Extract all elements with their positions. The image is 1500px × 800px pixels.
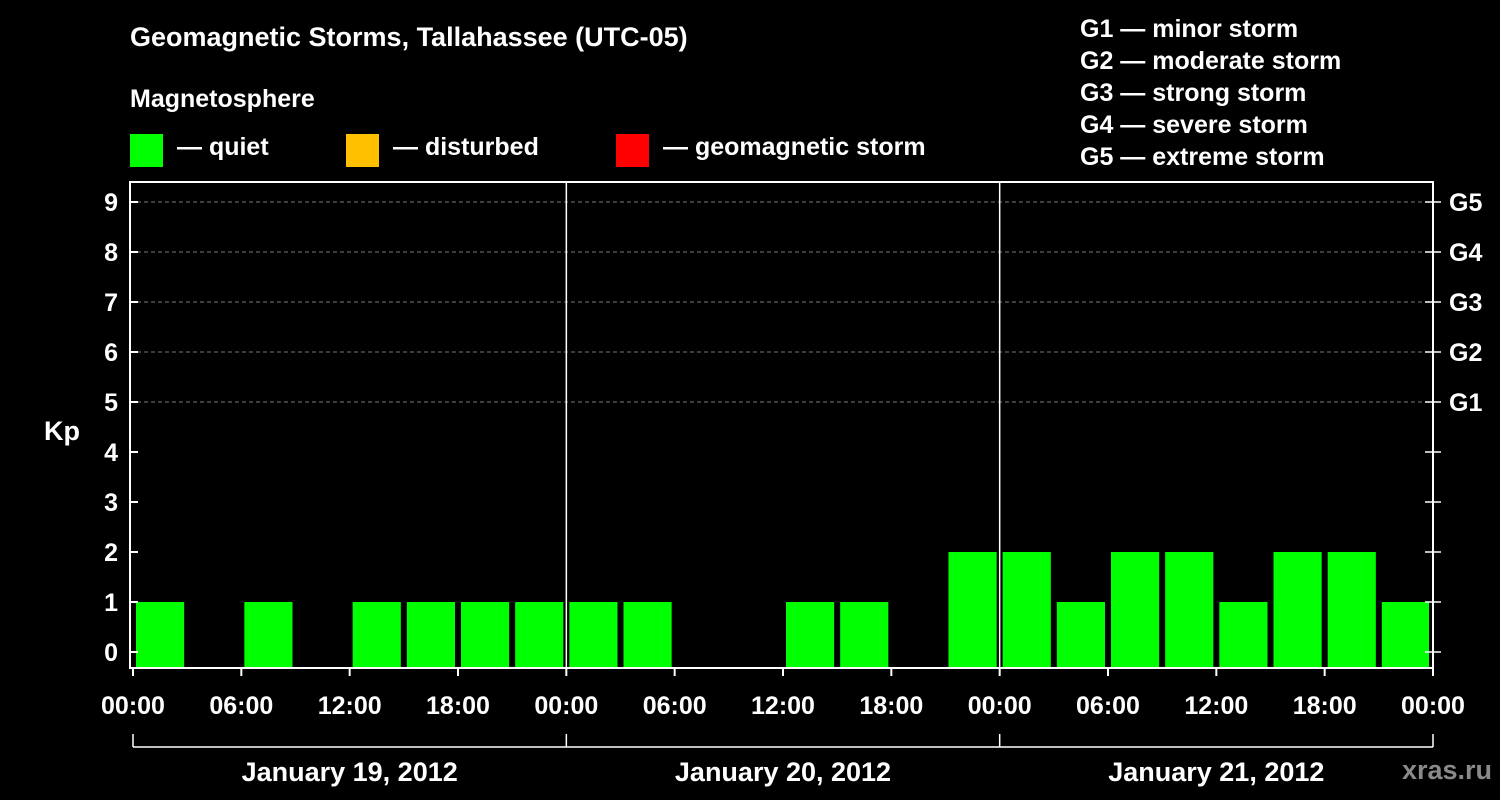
storm-level-label: G1 — [1449, 389, 1482, 417]
day-label: January 21, 2012 — [1108, 757, 1324, 787]
x-tick-label: 00:00 — [101, 692, 165, 720]
kp-bar — [569, 602, 618, 668]
x-tick-label: 12:00 — [318, 692, 382, 720]
x-tick-label: 06:00 — [643, 692, 707, 720]
legend-item-disturbed: — disturbed — [346, 133, 539, 167]
kp-bar — [1219, 602, 1268, 668]
legend-swatch-storm — [616, 133, 649, 167]
y-axis-label: Kp — [44, 416, 80, 446]
y-tick-label: 0 — [104, 639, 118, 667]
x-tick-label: 18:00 — [859, 692, 923, 720]
kp-bar — [1165, 552, 1214, 668]
kp-bar — [136, 602, 185, 668]
kp-bar — [461, 602, 510, 668]
storm-scale-g1: G1 — minor storm — [1080, 15, 1299, 43]
legend-item-quiet: — quiet — [130, 133, 269, 167]
storm-level-label: G3 — [1449, 289, 1482, 317]
kp-bar — [623, 602, 672, 668]
y-tick-label: 7 — [104, 289, 118, 317]
site-watermark: xras.ru — [1401, 755, 1492, 785]
x-tick-label: 12:00 — [1184, 692, 1248, 720]
y-tick-label: 2 — [104, 539, 118, 567]
kp-bar — [786, 602, 835, 668]
kp-bar — [1381, 602, 1429, 668]
kp-bar — [1111, 552, 1160, 668]
legend-item-storm: — geomagnetic storm — [616, 133, 926, 167]
kp-bar — [1056, 602, 1105, 668]
y-tick-label: 4 — [104, 439, 118, 467]
x-tick-label: 12:00 — [751, 692, 815, 720]
y-tick-label: 1 — [104, 589, 118, 617]
storm-level-label: G4 — [1449, 239, 1482, 267]
day-label: January 19, 2012 — [242, 757, 458, 787]
y-tick-label: 5 — [104, 389, 118, 417]
legend-label-disturbed: — disturbed — [393, 132, 539, 161]
x-tick-label: 06:00 — [1076, 692, 1140, 720]
storm-level-label: G5 — [1449, 189, 1482, 217]
kp-bar — [948, 552, 997, 668]
x-tick-label: 00:00 — [534, 692, 598, 720]
y-tick-label: 6 — [104, 339, 118, 367]
x-tick-label: 00:00 — [1401, 692, 1465, 720]
kp-bar — [1273, 552, 1322, 668]
legend-label-storm: — geomagnetic storm — [663, 132, 926, 161]
kp-bar — [352, 602, 401, 668]
kp-bar — [244, 602, 293, 668]
storm-scale-g3: G3 — strong storm — [1080, 79, 1307, 107]
day-label: January 20, 2012 — [675, 757, 891, 787]
kp-bar — [840, 602, 889, 668]
storm-level-label: G2 — [1449, 339, 1482, 367]
x-tick-label: 18:00 — [426, 692, 490, 720]
legend-title: Magnetosphere — [130, 85, 315, 113]
storm-scale-g5: G5 — extreme storm — [1080, 143, 1325, 171]
kp-bar — [515, 602, 564, 668]
x-tick-label: 18:00 — [1293, 692, 1357, 720]
chart-title: Geomagnetic Storms, Tallahassee (UTC-05) — [130, 22, 688, 52]
plot-frame — [129, 181, 1434, 669]
x-tick-label: 00:00 — [968, 692, 1032, 720]
y-tick-label: 8 — [104, 239, 118, 267]
legend-swatch-disturbed — [346, 133, 379, 167]
y-tick-label: 9 — [104, 189, 118, 217]
kp-bar — [1327, 552, 1376, 668]
storm-scale-g4: G4 — severe storm — [1080, 111, 1308, 139]
kp-bar — [1002, 552, 1051, 668]
legend-swatch-quiet — [130, 133, 163, 167]
kp-bar — [406, 602, 455, 668]
legend-label-quiet: — quiet — [177, 132, 269, 161]
storm-scale-legend: G1 — minor storm G2 — moderate storm G3 … — [1080, 13, 1341, 173]
storm-scale-g2: G2 — moderate storm — [1080, 47, 1342, 75]
y-tick-label: 3 — [104, 489, 118, 517]
x-tick-label: 06:00 — [209, 692, 273, 720]
